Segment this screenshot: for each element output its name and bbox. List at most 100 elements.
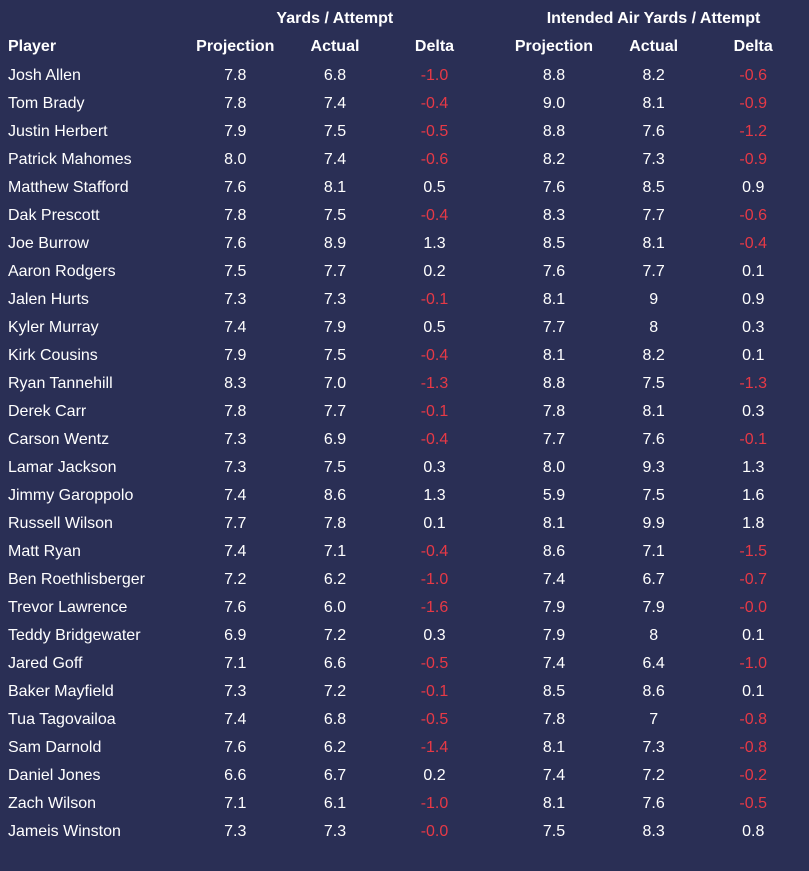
iay-delta: 0.3 bbox=[703, 398, 803, 426]
ypa-projection: 6.6 bbox=[185, 762, 285, 790]
ypa-actual: 8.9 bbox=[285, 230, 385, 258]
gap-cell bbox=[484, 398, 504, 426]
player-name: Zach Wilson bbox=[6, 790, 185, 818]
table-row: Lamar Jackson7.37.50.38.09.31.3 bbox=[6, 454, 803, 482]
gap-cell bbox=[484, 342, 504, 370]
group-header-empty bbox=[6, 4, 185, 33]
iay-projection: 8.6 bbox=[504, 538, 604, 566]
player-name: Joe Burrow bbox=[6, 230, 185, 258]
ypa-projection: 7.8 bbox=[185, 398, 285, 426]
col-ypa-proj: Projection bbox=[185, 33, 285, 62]
ypa-delta: 0.3 bbox=[385, 454, 484, 482]
ypa-delta: 1.3 bbox=[385, 230, 484, 258]
player-name: Teddy Bridgewater bbox=[6, 622, 185, 650]
table-row: Justin Herbert7.97.5-0.58.87.6-1.2 bbox=[6, 118, 803, 146]
iay-actual: 8.5 bbox=[604, 174, 704, 202]
iay-actual: 8 bbox=[604, 622, 704, 650]
player-name: Kyler Murray bbox=[6, 314, 185, 342]
table-row: Matt Ryan7.47.1-0.48.67.1-1.5 bbox=[6, 538, 803, 566]
ypa-delta: -0.5 bbox=[385, 706, 484, 734]
gap-cell bbox=[484, 314, 504, 342]
table-row: Kyler Murray7.47.90.57.780.3 bbox=[6, 314, 803, 342]
player-name: Josh Allen bbox=[6, 62, 185, 90]
iay-delta: -0.8 bbox=[703, 734, 803, 762]
gap-cell bbox=[484, 482, 504, 510]
iay-actual: 7.1 bbox=[604, 538, 704, 566]
table-row: Ben Roethlisberger7.26.2-1.07.46.7-0.7 bbox=[6, 566, 803, 594]
ypa-projection: 7.4 bbox=[185, 706, 285, 734]
iay-projection: 8.5 bbox=[504, 678, 604, 706]
iay-delta: 0.3 bbox=[703, 314, 803, 342]
gap-cell bbox=[484, 258, 504, 286]
player-name: Trevor Lawrence bbox=[6, 594, 185, 622]
player-name: Jameis Winston bbox=[6, 818, 185, 846]
iay-delta: 1.8 bbox=[703, 510, 803, 538]
iay-actual: 7.9 bbox=[604, 594, 704, 622]
column-header-row: Player Projection Actual Delta Projectio… bbox=[6, 33, 803, 62]
ypa-actual: 6.2 bbox=[285, 566, 385, 594]
ypa-projection: 7.1 bbox=[185, 650, 285, 678]
ypa-delta: 0.3 bbox=[385, 622, 484, 650]
ypa-delta: -0.5 bbox=[385, 650, 484, 678]
ypa-projection: 7.9 bbox=[185, 342, 285, 370]
col-iay-act: Actual bbox=[604, 33, 704, 62]
iay-projection: 7.7 bbox=[504, 426, 604, 454]
ypa-delta: 0.2 bbox=[385, 762, 484, 790]
player-name: Ben Roethlisberger bbox=[6, 566, 185, 594]
iay-projection: 8.1 bbox=[504, 342, 604, 370]
ypa-delta: -0.4 bbox=[385, 538, 484, 566]
iay-actual: 6.4 bbox=[604, 650, 704, 678]
group-header-row: Yards / Attempt Intended Air Yards / Att… bbox=[6, 4, 803, 33]
ypa-actual: 7.2 bbox=[285, 678, 385, 706]
table-row: Zach Wilson7.16.1-1.08.17.6-0.5 bbox=[6, 790, 803, 818]
table-row: Tom Brady7.87.4-0.49.08.1-0.9 bbox=[6, 90, 803, 118]
iay-delta: -1.0 bbox=[703, 650, 803, 678]
ypa-actual: 6.1 bbox=[285, 790, 385, 818]
ypa-actual: 6.6 bbox=[285, 650, 385, 678]
table-row: Russell Wilson7.77.80.18.19.91.8 bbox=[6, 510, 803, 538]
ypa-projection: 7.8 bbox=[185, 62, 285, 90]
iay-projection: 9.0 bbox=[504, 90, 604, 118]
player-name: Sam Darnold bbox=[6, 734, 185, 762]
ypa-delta: -0.6 bbox=[385, 146, 484, 174]
ypa-delta: 0.1 bbox=[385, 510, 484, 538]
iay-actual: 7.2 bbox=[604, 762, 704, 790]
ypa-delta: -0.1 bbox=[385, 286, 484, 314]
ypa-actual: 6.8 bbox=[285, 62, 385, 90]
player-name: Tom Brady bbox=[6, 90, 185, 118]
table-row: Patrick Mahomes8.07.4-0.68.27.3-0.9 bbox=[6, 146, 803, 174]
player-name: Dak Prescott bbox=[6, 202, 185, 230]
ypa-actual: 7.7 bbox=[285, 258, 385, 286]
iay-actual: 7 bbox=[604, 706, 704, 734]
gap-cell bbox=[484, 762, 504, 790]
player-name: Daniel Jones bbox=[6, 762, 185, 790]
iay-actual: 9 bbox=[604, 286, 704, 314]
iay-actual: 7.5 bbox=[604, 482, 704, 510]
ypa-delta: -1.0 bbox=[385, 790, 484, 818]
iay-delta: -0.4 bbox=[703, 230, 803, 258]
iay-delta: -1.5 bbox=[703, 538, 803, 566]
player-name: Matt Ryan bbox=[6, 538, 185, 566]
gap-cell bbox=[484, 286, 504, 314]
iay-projection: 8.3 bbox=[504, 202, 604, 230]
ypa-actual: 7.5 bbox=[285, 118, 385, 146]
iay-projection: 7.4 bbox=[504, 566, 604, 594]
gap-cell bbox=[484, 706, 504, 734]
iay-delta: 0.1 bbox=[703, 622, 803, 650]
gap-cell bbox=[484, 62, 504, 90]
ypa-projection: 7.8 bbox=[185, 202, 285, 230]
table-row: Teddy Bridgewater6.97.20.37.980.1 bbox=[6, 622, 803, 650]
ypa-actual: 7.5 bbox=[285, 202, 385, 230]
iay-delta: -1.3 bbox=[703, 370, 803, 398]
gap-cell bbox=[484, 370, 504, 398]
col-player: Player bbox=[6, 33, 185, 62]
ypa-delta: -1.4 bbox=[385, 734, 484, 762]
col-ypa-delta: Delta bbox=[385, 33, 484, 62]
col-iay-proj: Projection bbox=[504, 33, 604, 62]
col-ypa-act: Actual bbox=[285, 33, 385, 62]
ypa-delta: -1.0 bbox=[385, 566, 484, 594]
iay-actual: 8.6 bbox=[604, 678, 704, 706]
ypa-projection: 7.3 bbox=[185, 286, 285, 314]
iay-actual: 9.3 bbox=[604, 454, 704, 482]
ypa-projection: 8.3 bbox=[185, 370, 285, 398]
